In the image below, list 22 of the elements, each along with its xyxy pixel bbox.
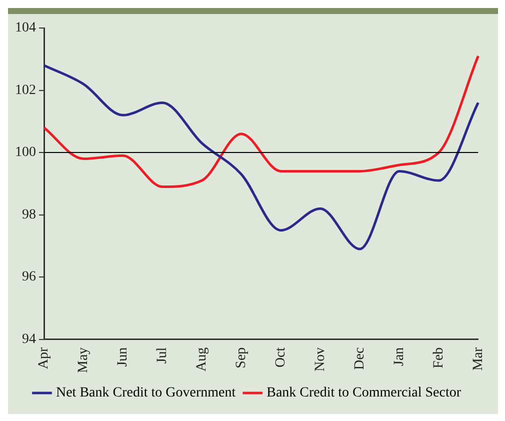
legend-label: Net Bank Credit to Government [56, 386, 236, 401]
x-tick-label: Mar [470, 347, 486, 371]
x-tick-label: Dec [352, 347, 368, 370]
x-tick-label: Jun [116, 347, 131, 367]
x-tick-label: Nov [312, 347, 328, 372]
x-tick-label: Sep [234, 347, 250, 368]
y-tick-label: 100 [15, 145, 36, 160]
y-tick-label: 96 [22, 270, 36, 285]
x-tick-label: Aug [194, 347, 210, 372]
x-tick-label: Oct [274, 347, 289, 368]
line-series [42, 54, 480, 188]
legend-label: Bank Credit to Commercial Sector [266, 386, 462, 401]
x-tick-label: Feb [431, 347, 446, 368]
x-tick-label: Jan [392, 347, 407, 366]
x-tick-label: Apr [36, 347, 52, 370]
x-tick-label: May [76, 347, 92, 374]
y-tick-label: 102 [15, 82, 36, 98]
line-series [42, 64, 480, 250]
y-tick-label: 98 [22, 207, 36, 222]
y-tick-label: 104 [15, 20, 36, 36]
y-tick-label: 94 [22, 332, 36, 348]
x-tick-label: Jul [155, 347, 170, 364]
